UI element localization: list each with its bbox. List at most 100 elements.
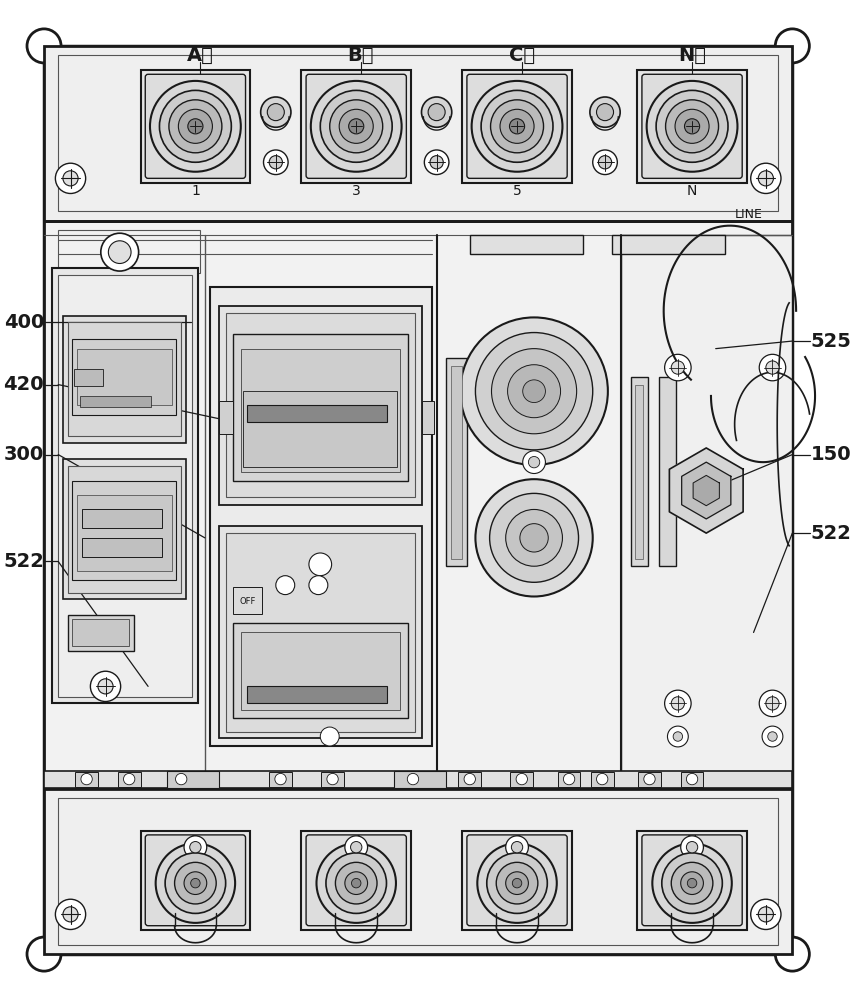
Bar — [44, 46, 792, 221]
Bar — [446, 358, 467, 566]
FancyBboxPatch shape — [642, 74, 742, 178]
Circle shape — [430, 156, 443, 169]
Circle shape — [471, 81, 563, 172]
Text: 522: 522 — [810, 524, 851, 543]
Circle shape — [191, 878, 200, 888]
Bar — [243, 391, 397, 467]
Circle shape — [476, 479, 593, 596]
Bar — [68, 615, 134, 651]
Bar — [402, 772, 425, 787]
Bar — [52, 268, 198, 703]
Circle shape — [320, 90, 392, 162]
Circle shape — [345, 836, 368, 859]
Circle shape — [510, 119, 524, 134]
Circle shape — [667, 726, 688, 747]
Circle shape — [681, 836, 704, 859]
Circle shape — [505, 872, 528, 894]
Bar — [68, 322, 181, 436]
Bar — [451, 366, 462, 559]
Bar — [612, 235, 725, 254]
Circle shape — [63, 907, 78, 922]
Circle shape — [327, 773, 338, 785]
FancyBboxPatch shape — [306, 74, 407, 178]
Bar — [63, 316, 186, 443]
Circle shape — [317, 843, 396, 923]
Bar — [63, 459, 186, 599]
Bar — [82, 538, 163, 557]
Circle shape — [516, 773, 528, 785]
FancyBboxPatch shape — [146, 74, 246, 178]
Circle shape — [665, 690, 691, 717]
Circle shape — [269, 156, 283, 169]
Bar — [58, 230, 200, 273]
Text: 2: 2 — [191, 834, 200, 848]
Text: N: N — [687, 184, 697, 198]
Bar — [219, 306, 422, 505]
Circle shape — [340, 109, 374, 143]
Bar — [58, 798, 778, 945]
Circle shape — [597, 773, 608, 785]
Circle shape — [758, 907, 774, 922]
Bar — [77, 495, 172, 571]
Circle shape — [100, 233, 139, 271]
Circle shape — [55, 163, 86, 193]
Circle shape — [55, 899, 86, 929]
Circle shape — [476, 333, 593, 450]
Circle shape — [267, 104, 284, 121]
Circle shape — [98, 679, 113, 694]
Text: A相: A相 — [186, 46, 214, 65]
Bar — [462, 70, 572, 183]
Bar — [241, 632, 400, 710]
Circle shape — [523, 451, 545, 474]
Circle shape — [766, 697, 780, 710]
Circle shape — [159, 90, 231, 162]
Bar — [233, 587, 261, 614]
Circle shape — [644, 773, 655, 785]
Text: 400: 400 — [3, 313, 44, 332]
Bar — [459, 772, 481, 787]
Bar — [219, 526, 422, 738]
Circle shape — [673, 732, 683, 741]
FancyBboxPatch shape — [467, 835, 567, 926]
Circle shape — [481, 90, 553, 162]
Bar — [637, 831, 747, 930]
Circle shape — [593, 150, 617, 175]
Circle shape — [174, 862, 216, 904]
Circle shape — [351, 842, 362, 853]
Circle shape — [665, 354, 691, 381]
Circle shape — [512, 878, 522, 888]
Circle shape — [421, 97, 452, 127]
Bar — [58, 55, 778, 211]
Circle shape — [90, 671, 121, 702]
Bar — [659, 377, 676, 566]
Circle shape — [662, 853, 722, 913]
Circle shape — [165, 853, 226, 913]
Bar — [301, 831, 411, 930]
Circle shape — [345, 872, 368, 894]
Circle shape — [675, 109, 709, 143]
Bar — [170, 772, 192, 787]
Bar — [72, 619, 129, 646]
Polygon shape — [694, 475, 719, 506]
Circle shape — [492, 349, 577, 434]
Circle shape — [768, 732, 777, 741]
FancyBboxPatch shape — [467, 74, 567, 178]
Bar — [140, 70, 250, 183]
Circle shape — [762, 726, 783, 747]
Bar — [72, 481, 176, 580]
Bar — [681, 772, 704, 787]
Circle shape — [408, 773, 419, 785]
Text: 6: 6 — [512, 834, 522, 848]
Polygon shape — [682, 462, 731, 519]
Bar — [77, 349, 172, 405]
Text: B相: B相 — [348, 46, 374, 65]
Circle shape — [351, 878, 361, 888]
Circle shape — [27, 937, 61, 971]
Bar — [44, 789, 792, 954]
Circle shape — [329, 100, 383, 153]
Circle shape — [511, 842, 523, 853]
Bar — [44, 771, 792, 788]
Circle shape — [179, 109, 213, 143]
Circle shape — [63, 171, 78, 186]
Bar — [68, 466, 181, 593]
